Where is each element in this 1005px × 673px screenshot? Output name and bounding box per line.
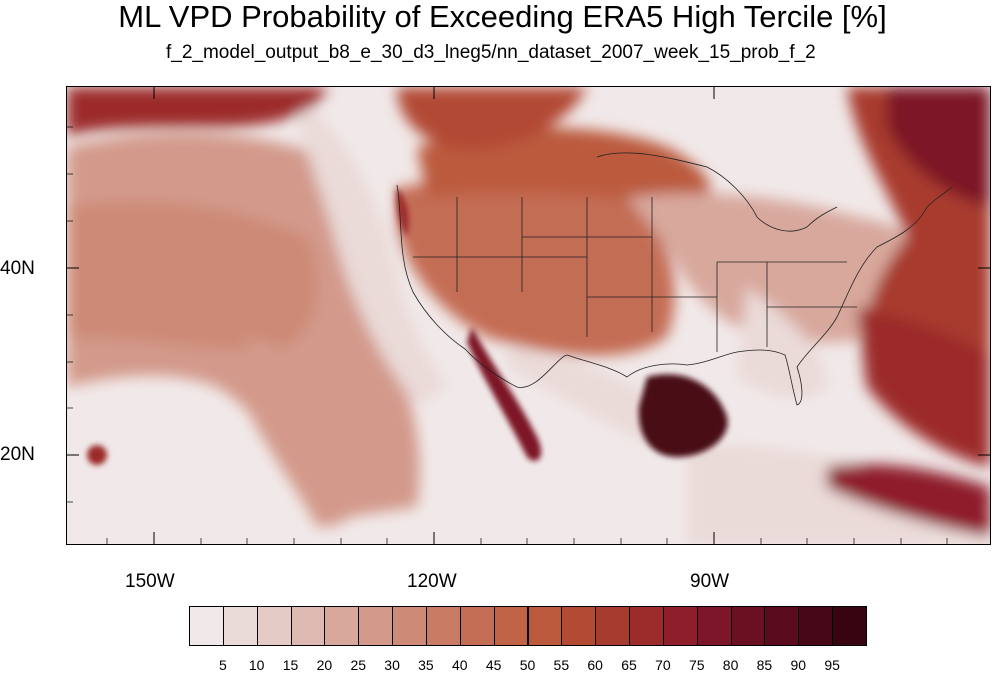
colorbar [189, 606, 867, 648]
colorbar-swatch [595, 606, 631, 646]
colorbar-label: 60 [587, 657, 603, 673]
colorbar-label: 75 [688, 657, 705, 673]
lon-label-120w: 120W [407, 571, 457, 592]
lon-label-150w: 150W [125, 571, 175, 592]
colorbar-swatch [425, 606, 461, 646]
colorbar-swatch [764, 606, 800, 646]
probability-field [67, 87, 990, 544]
colorbar-swatch [189, 606, 224, 646]
colorbar-swatch [798, 606, 834, 646]
map-panel [66, 86, 991, 545]
colorbar-swatch [696, 606, 732, 646]
colorbar-swatch [459, 606, 495, 646]
lat-label-40n: 40N [0, 258, 35, 279]
colorbar-label: 20 [316, 657, 333, 673]
colorbar-swatch [832, 606, 867, 646]
colorbar-label: 90 [790, 657, 807, 673]
colorbar-label: 55 [553, 657, 570, 673]
colorbar-swatch [662, 606, 698, 646]
colorbar-swatch [730, 606, 766, 646]
lon-label-90w: 90W [690, 571, 730, 592]
colorbar-label: 65 [621, 657, 637, 673]
colorbar-swatch [222, 606, 258, 646]
colorbar-swatch [358, 606, 394, 646]
colorbar-label: 95 [824, 657, 840, 673]
colorbar-label: 85 [756, 657, 773, 673]
colorbar-swatch [629, 606, 664, 646]
colorbar-swatch [290, 606, 326, 646]
colorbar-swatch [527, 606, 563, 646]
colorbar-label: 10 [248, 657, 265, 673]
chart-subtitle: f_2_model_output_b8_e_30_d3_lneg5/nn_dat… [166, 42, 816, 63]
colorbar-label: 80 [722, 657, 739, 673]
colorbar-label: 35 [418, 657, 434, 673]
colorbar-swatch [392, 606, 427, 646]
colorbar-label: 30 [384, 657, 400, 673]
lat-label-20n: 20N [0, 444, 35, 465]
colorbar-label: 25 [350, 657, 367, 673]
colorbar-label: 45 [485, 657, 502, 673]
colorbar-label: 50 [519, 657, 536, 673]
chart-title: ML VPD Probability of Exceeding ERA5 Hig… [118, 0, 887, 34]
colorbar-label: 70 [655, 657, 671, 673]
colorbar-label: 5 [218, 657, 227, 673]
colorbar-label: 40 [452, 657, 468, 673]
colorbar-swatch [256, 606, 292, 646]
colorbar-swatch [324, 606, 360, 646]
colorbar-label: 15 [282, 657, 299, 673]
colorbar-swatch [493, 606, 529, 646]
colorbar-swatch [561, 606, 597, 646]
